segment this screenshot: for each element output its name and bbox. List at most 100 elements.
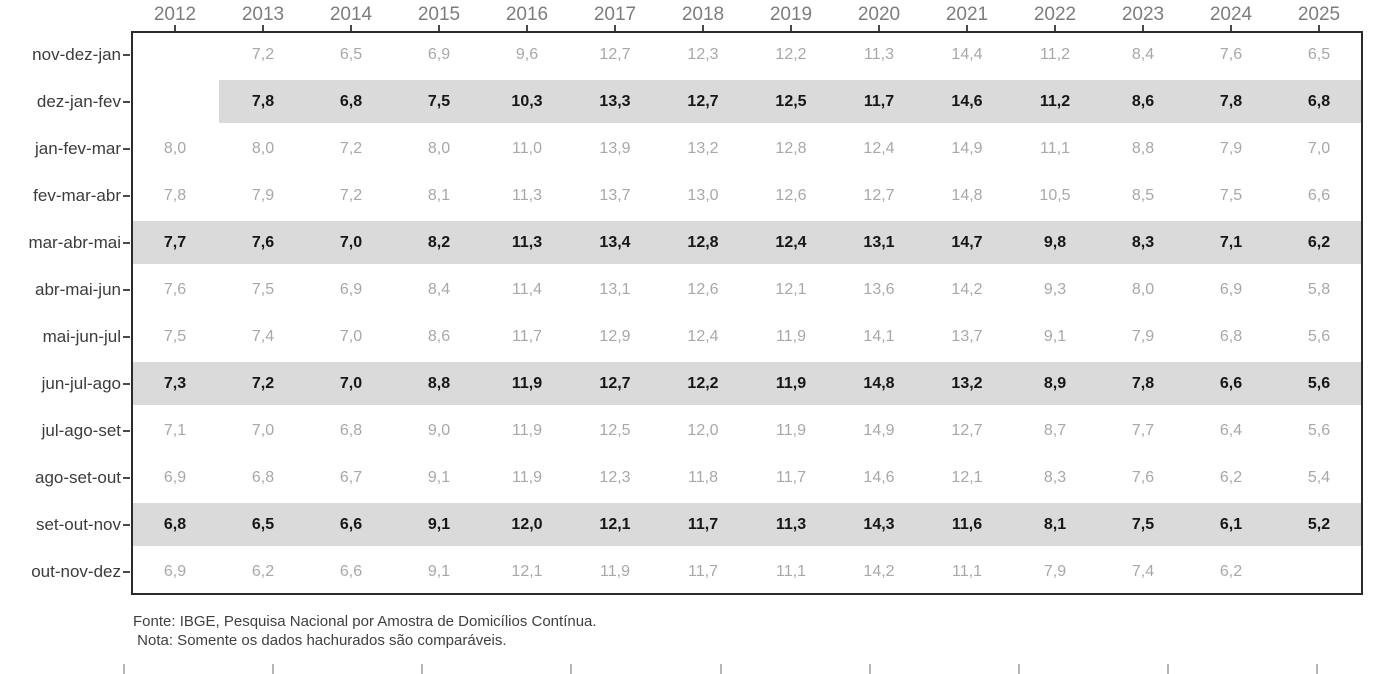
value-cell: 6,2 (1219, 468, 1243, 486)
value-cell: 8,7 (1043, 421, 1067, 439)
value-cell: 8,0 (1131, 280, 1155, 298)
value-cell: 8,0 (251, 139, 275, 157)
value-cell: 6,8 (307, 78, 395, 125)
value-cell: 13,1 (599, 280, 631, 298)
value-cell: 7,8 (1099, 360, 1187, 407)
value-cell: 12,8 (659, 219, 747, 266)
value-cell: 11,8 (688, 468, 718, 486)
year-tick-icon (1142, 25, 1144, 31)
row-label: fev-mar-abr (0, 172, 131, 219)
value-cell: 11,9 (600, 562, 630, 580)
value-cell: 6,8 (339, 421, 363, 439)
value-cell: 12,4 (747, 219, 835, 266)
row-tick-icon (123, 100, 130, 103)
value-cell: 11,7 (776, 468, 806, 486)
year-header: 2018 (659, 4, 747, 31)
value-cell: 12,1 (951, 468, 983, 486)
axis-tick-icon (272, 664, 274, 674)
value-cell: 7,6 (163, 280, 187, 298)
value-cell: 7,7 (131, 219, 219, 266)
value-cell: 7,4 (251, 327, 275, 345)
row-label: dez-jan-fev (0, 78, 131, 125)
row-label: nov-dez-jan (0, 31, 131, 78)
value-cell: 6,2 (1275, 219, 1363, 266)
axis-tick-icon (123, 664, 125, 674)
value-cell: 11,9 (483, 360, 571, 407)
table-grid: 2012 2013 2014 2015 2016 2017 2018 2019 2020 2021… (0, 4, 1363, 595)
value-cell: 11,4 (512, 280, 542, 298)
value-cell: 11,3 (864, 45, 894, 63)
source-note-line: Nota: Somente os dados hachurados são co… (133, 632, 507, 649)
row-tick-icon (123, 194, 130, 197)
value-cell: 11,7 (688, 562, 718, 580)
value-cell: 5,4 (1307, 468, 1331, 486)
value-cell: 6,1 (1187, 501, 1275, 548)
year-tick-icon (1054, 25, 1056, 31)
value-cell: 7,5 (1219, 186, 1243, 204)
value-cell: 14,3 (835, 501, 923, 548)
source-note-line: Fonte: IBGE, Pesquisa Nacional por Amost… (133, 613, 597, 630)
axis-tick-icon (421, 664, 423, 674)
value-cell: 12,8 (775, 139, 807, 157)
value-cell: 9,1 (427, 562, 451, 580)
value-cell: 13,9 (599, 139, 631, 157)
value-cell: 6,2 (251, 562, 275, 580)
year-header: 2025 (1275, 4, 1363, 31)
value-cell: 7,2 (339, 139, 363, 157)
axis-tick-icon (570, 664, 572, 674)
value-cell: 6,8 (251, 468, 275, 486)
row-label: mar-abr-mai (0, 219, 131, 266)
value-cell: 7,1 (163, 421, 187, 439)
value-cell: 6,6 (1307, 186, 1331, 204)
year-header: 2012 (131, 4, 219, 31)
value-cell: 14,9 (951, 139, 983, 157)
value-cell: 7,2 (251, 45, 275, 63)
value-cell: 7,8 (219, 78, 307, 125)
value-cell: 12,2 (659, 360, 747, 407)
year-header: 2014 (307, 4, 395, 31)
value-cell: 9,8 (1011, 219, 1099, 266)
value-cell: 6,2 (1219, 562, 1243, 580)
value-cell: 14,8 (951, 186, 983, 204)
value-cell: 12,7 (951, 421, 983, 439)
year-tick-icon (1318, 25, 1320, 31)
value-cell: 12,3 (599, 468, 631, 486)
value-cell: 8,1 (427, 186, 451, 204)
year-header: 2015 (395, 4, 483, 31)
value-cell: 7,5 (395, 78, 483, 125)
value-cell: 13,3 (571, 78, 659, 125)
value-cell (131, 31, 219, 78)
value-cell: 12,5 (599, 421, 631, 439)
year-tick-icon (702, 25, 704, 31)
value-cell: 7,5 (1099, 501, 1187, 548)
value-cell: 9,1 (1043, 327, 1067, 345)
value-cell: 14,7 (923, 219, 1011, 266)
value-cell: 13,0 (687, 186, 719, 204)
value-cell: 11,1 (776, 562, 806, 580)
year-tick-icon (878, 25, 880, 31)
value-cell: 12,6 (775, 186, 807, 204)
value-cell: 8,1 (1011, 501, 1099, 548)
value-cell: 13,7 (951, 327, 983, 345)
value-cell: 6,7 (339, 468, 363, 486)
value-cell: 11,9 (512, 421, 542, 439)
value-cell: 8,8 (1131, 139, 1155, 157)
row-label: abr-mai-jun (0, 266, 131, 313)
value-cell: 7,8 (163, 186, 187, 204)
value-cell: 10,5 (1039, 186, 1071, 204)
value-cell: 6,9 (163, 468, 187, 486)
value-cell: 7,8 (1187, 78, 1275, 125)
value-cell: 12,2 (775, 45, 807, 63)
value-cell: 7,0 (1307, 139, 1331, 157)
year-tick-icon (526, 25, 528, 31)
value-cell: 14,6 (863, 468, 895, 486)
value-cell: 12,7 (571, 360, 659, 407)
value-cell: 7,0 (307, 219, 395, 266)
year-tick-icon (438, 25, 440, 31)
value-cell: 11,3 (483, 219, 571, 266)
row-label: mai-jun-jul (0, 313, 131, 360)
value-cell: 12,4 (863, 139, 895, 157)
year-header: 2013 (219, 4, 307, 31)
value-cell: 13,7 (599, 186, 631, 204)
value-cell: 7,9 (1131, 327, 1155, 345)
